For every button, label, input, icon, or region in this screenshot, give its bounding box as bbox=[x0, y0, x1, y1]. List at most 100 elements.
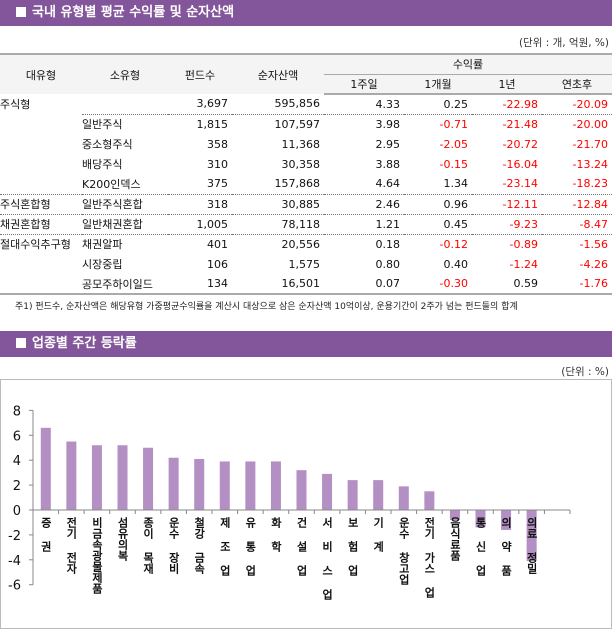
minor-type bbox=[82, 94, 168, 115]
y-tick-label: 4 bbox=[13, 454, 21, 469]
bar-14 bbox=[398, 486, 409, 510]
major-type: 절대수익추구형 bbox=[0, 238, 71, 252]
cell-count: 358 bbox=[207, 137, 228, 151]
bar-17 bbox=[475, 510, 486, 528]
header-1month: 1개월 bbox=[404, 73, 472, 95]
table-row: 공모주하이일드 134 16,501 0.07 -0.30 0.59 -1.76 bbox=[0, 274, 612, 295]
bar-2 bbox=[91, 445, 102, 510]
header-count: 펀드수 bbox=[168, 53, 232, 94]
major-type: 채권혼합형 bbox=[0, 214, 82, 235]
square-bullet-icon bbox=[16, 338, 26, 348]
section-header-sector-returns: 업종별 주간 등락률 bbox=[0, 331, 612, 357]
bar-9 bbox=[270, 461, 281, 510]
bar-8 bbox=[245, 461, 256, 510]
footnote: 주1) 펀드수, 순자산액은 해당유형 가중평균수익률을 계산시 대상으로 삼은… bbox=[15, 302, 518, 312]
bar-6 bbox=[194, 458, 205, 510]
x-category-label: 건 설 업 bbox=[295, 516, 308, 576]
x-category-label: 통 신 업 bbox=[474, 517, 487, 576]
y-tick-label: 6 bbox=[13, 429, 21, 444]
minor-type: 일반채권혼합 bbox=[82, 214, 168, 235]
cell-ytd: -13.24 bbox=[572, 157, 608, 171]
square-bullet-icon bbox=[16, 7, 26, 17]
x-category-label: 서 비 스 업 bbox=[321, 516, 334, 600]
cell-m1: -0.71 bbox=[439, 117, 468, 131]
cell-y1: -22.98 bbox=[472, 94, 542, 115]
bar-7 bbox=[219, 461, 230, 510]
cell-count: 106 bbox=[207, 257, 228, 271]
bar-1 bbox=[66, 441, 77, 510]
x-category-label: 의료 정밀 bbox=[525, 516, 538, 574]
y-tick-label: -6 bbox=[8, 579, 21, 594]
header-assets: 순자산액 bbox=[232, 53, 324, 94]
x-category-label: 운수 창고업 bbox=[397, 517, 410, 585]
unit-label: (단위 : %) bbox=[561, 366, 609, 378]
bar-19 bbox=[526, 510, 537, 562]
minor-type: 채권알파 bbox=[82, 238, 123, 252]
cell-w1: 2.46 bbox=[324, 194, 404, 215]
section-header-fund-returns: 국내 유형별 평균 수익률 및 순자산액 bbox=[0, 0, 612, 26]
cell-y1: -1.24 bbox=[509, 257, 538, 271]
x-category-label: 의 약 품 bbox=[500, 516, 513, 576]
cell-m1: -2.05 bbox=[439, 137, 468, 151]
cell-assets: 20,556 bbox=[281, 237, 321, 251]
cell-w1: 0.80 bbox=[375, 257, 401, 271]
cell-count: 1,005 bbox=[168, 214, 232, 235]
y-tick-label: -4 bbox=[8, 554, 21, 569]
x-category-label: 기 계 bbox=[372, 516, 385, 553]
cell-m1: 1.34 bbox=[404, 174, 472, 195]
x-category-label: 비금속광물제품 bbox=[90, 516, 103, 594]
header-1year: 1년 bbox=[472, 73, 542, 95]
cell-ytd: -18.23 bbox=[542, 174, 612, 195]
cell-y1: -20.72 bbox=[502, 137, 538, 151]
table-row: 중소형주식 358 11,368 2.95 -2.05 -20.72 -21.70 bbox=[0, 134, 612, 154]
cell-ytd: -8.47 bbox=[542, 214, 612, 235]
table-row: 주식혼합형 일반주식혼합 318 30,885 2.46 0.96 -12.11 -12.84 bbox=[0, 194, 612, 215]
table-row: 절대수익추구형 채권알파 401 20,556 0.18 -0.12 -0.89 -1.56 bbox=[0, 234, 612, 254]
bar-13 bbox=[373, 480, 384, 510]
bar-18 bbox=[501, 510, 512, 530]
y-tick-label: 8 bbox=[13, 404, 21, 419]
x-category-label: 증 권 bbox=[39, 517, 52, 552]
cell-m1: 0.96 bbox=[404, 194, 472, 215]
cell-assets: 107,597 bbox=[274, 117, 321, 131]
cell-m1: 0.40 bbox=[443, 257, 469, 271]
cell-assets: 78,118 bbox=[232, 214, 324, 235]
cell-ytd: -20.00 bbox=[572, 117, 608, 131]
cell-assets: 157,868 bbox=[232, 174, 324, 195]
header-1week: 1주일 bbox=[324, 73, 404, 95]
cell-y1: -0.89 bbox=[509, 237, 538, 251]
unit-label: (단위 : 개, 억원, %) bbox=[518, 37, 609, 49]
cell-count: 1,815 bbox=[196, 117, 229, 131]
cell-m1: -0.30 bbox=[404, 274, 472, 295]
section-title: 업종별 주간 등락률 bbox=[32, 336, 137, 351]
table-row: 주식형 3,697 595,856 4.33 0.25 -22.98 -20.09 bbox=[0, 94, 612, 115]
bar-0 bbox=[40, 427, 51, 510]
cell-w1: 0.18 bbox=[375, 237, 401, 251]
bar-3 bbox=[117, 445, 128, 510]
cell-assets: 595,856 bbox=[232, 94, 324, 115]
y-tick-label: 2 bbox=[13, 479, 21, 494]
bar-10 bbox=[296, 470, 307, 510]
cell-w1: 4.33 bbox=[324, 94, 404, 115]
x-category-label: 음식료품 bbox=[448, 517, 461, 561]
minor-type: 공모주하이일드 bbox=[82, 274, 168, 295]
cell-y1: -21.48 bbox=[502, 117, 538, 131]
cell-m1: -0.12 bbox=[439, 237, 468, 251]
x-category-label: 화 학 bbox=[269, 516, 282, 553]
cell-count: 401 bbox=[207, 237, 228, 251]
cell-ytd: -12.84 bbox=[542, 194, 612, 215]
cell-y1: -16.04 bbox=[502, 157, 538, 171]
minor-type: K200인덱스 bbox=[82, 174, 168, 195]
x-category-label: 철강 금속 bbox=[193, 516, 206, 575]
bar-15 bbox=[424, 491, 435, 510]
minor-type: 일반주식 bbox=[82, 118, 123, 132]
bar-4 bbox=[143, 447, 154, 510]
bar-12 bbox=[347, 480, 358, 510]
x-category-label: 전기 전자 bbox=[65, 516, 78, 575]
x-category-label: 보 험 업 bbox=[346, 517, 359, 576]
table-row: K200인덱스 375 157,868 4.64 1.34 -23.14 -18.23 bbox=[0, 174, 612, 195]
cell-assets: 16,501 bbox=[232, 274, 324, 295]
cell-count: 310 bbox=[207, 157, 228, 171]
cell-assets: 30,885 bbox=[232, 194, 324, 215]
